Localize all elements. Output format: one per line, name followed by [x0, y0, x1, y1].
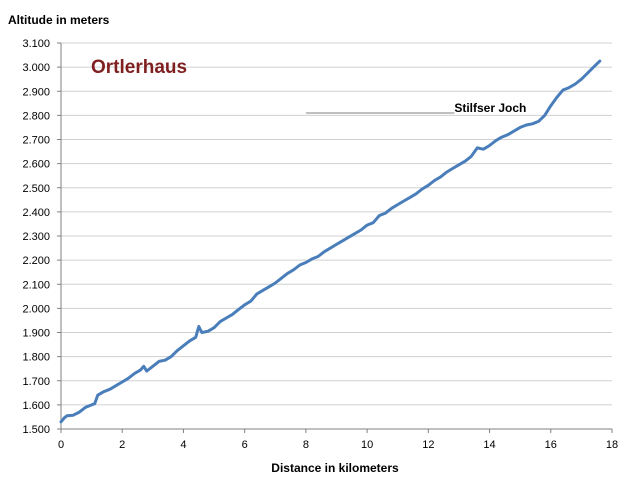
y-tick-label: 2.000	[22, 303, 50, 315]
y-tick-label: 2.500	[22, 183, 50, 195]
gridlines	[61, 42, 612, 430]
y-axis-title: Altitude in meters	[8, 13, 110, 27]
y-tick-label: 1.500	[22, 424, 50, 436]
y-tick-label: 2.900	[22, 86, 50, 98]
x-tick-label: 4	[180, 439, 186, 451]
x-axis-title: Distance in kilometers	[271, 461, 399, 475]
x-tick-label: 6	[242, 439, 248, 451]
y-tick-label: 1.600	[22, 400, 50, 412]
axes	[57, 42, 613, 433]
y-tick-label: 2.100	[22, 279, 50, 291]
y-tick-label: 2.300	[22, 231, 50, 243]
series-layer	[59, 59, 602, 424]
y-tick-label: 2.400	[22, 207, 50, 219]
y-tick-label: 3.000	[22, 62, 50, 74]
x-tick-label: 14	[483, 439, 495, 451]
y-tick-label: 3.100	[22, 38, 50, 50]
x-tick-label: 8	[303, 439, 309, 451]
y-tick-label: 2.800	[22, 110, 50, 122]
x-tick-label: 18	[606, 439, 618, 451]
y-tick-label: 1.700	[22, 376, 50, 388]
y-tick-label: 1.800	[22, 352, 50, 364]
y-tick-label: 2.700	[22, 135, 50, 147]
x-tick-label: 16	[545, 439, 557, 451]
x-tick-label: 2	[119, 439, 125, 451]
y-tick-label: 1.900	[22, 328, 50, 340]
annotation-stilfser-joch: Stilfser Joch	[454, 101, 526, 115]
chart-title: Ortlerhaus	[91, 57, 187, 78]
tick-labels: 1.500 1.600 1.700 1.800 1.900 2.000 2.100 2.200…	[22, 38, 618, 451]
y-tick-label: 2.200	[22, 255, 50, 267]
x-tick-label: 12	[422, 439, 434, 451]
annotations: Stilfser Joch	[305, 101, 526, 115]
y-tick-label: 2.600	[22, 159, 50, 171]
x-tick-label: 10	[361, 439, 373, 451]
x-tick-label: 0	[58, 439, 64, 451]
